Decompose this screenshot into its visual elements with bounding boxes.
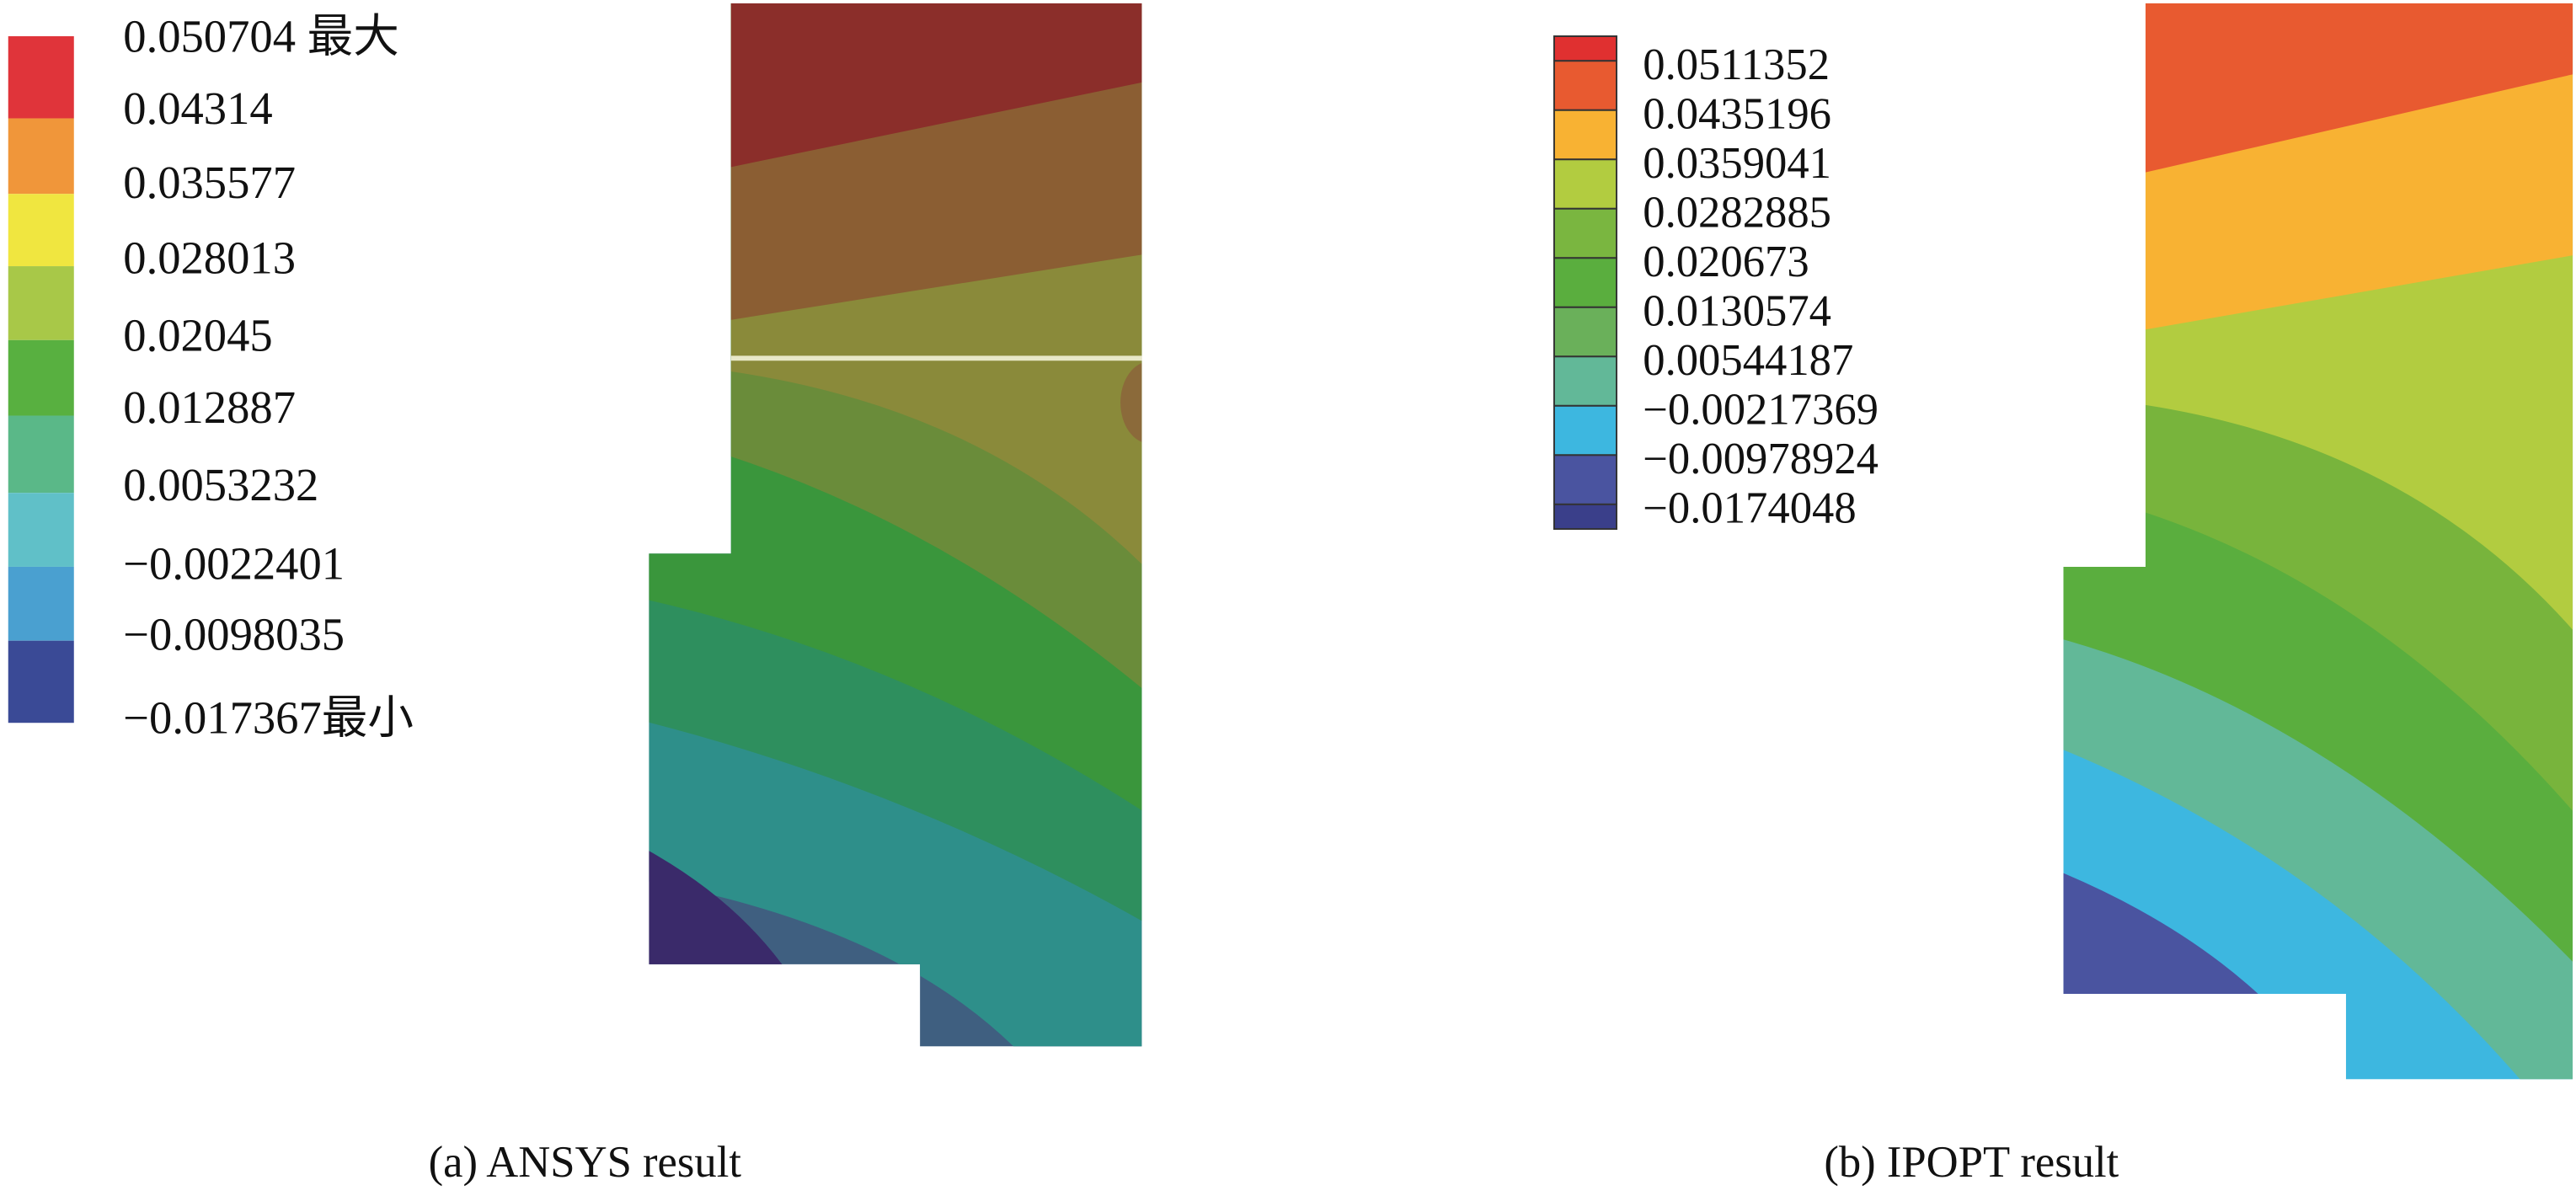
legend-swatch [1553,60,1618,111]
legend-swatch [1553,404,1618,457]
contour-plot-a [649,3,1142,1047]
legend-swatch [1553,257,1618,308]
legend-label: −0.0022401 [123,537,345,589]
legend-swatch [1553,35,1618,62]
legend-swatch [1553,306,1618,358]
contour-band [2063,3,2573,198]
legend-label: −0.017367最小 [123,692,414,744]
legend-label: −0.0098035 [123,608,345,659]
legend-label: 0.0435196 [1643,90,1831,139]
legend-swatch [8,118,74,195]
legend-swatch [1553,355,1618,407]
legend-label: 0.0282885 [1643,189,1831,238]
legend-swatch [1553,158,1618,210]
legend-label: 0.035577 [123,157,296,208]
legend-label: 0.04314 [123,83,272,134]
legend-label: 0.0053232 [123,459,318,510]
legend-swatch [1553,454,1618,505]
legend-label: −0.00978924 [1643,435,1879,483]
caption: (b) IPOPT result [1824,1138,2119,1187]
legend-swatch [8,493,74,567]
contour-band [1120,361,1142,444]
legend-label: 0.050704 最大 [123,10,399,61]
legend-label: 0.020673 [1643,238,1809,286]
caption: (a) ANSYS result [429,1138,742,1187]
legend-label: −0.0174048 [1643,484,1856,533]
legend-swatch [8,566,74,641]
legend-swatch [1553,109,1618,161]
legend-swatch [8,36,74,119]
legend-swatch [8,266,74,340]
legend-label: 0.02045 [123,309,272,360]
contour-band [649,837,797,986]
legend-swatch [8,415,74,494]
legend-swatch [1553,503,1618,531]
legend-label: 0.0511352 [1643,40,1830,89]
legend-swatch [8,194,74,267]
legend-label: 0.028013 [123,232,296,284]
legend-label: 0.00544187 [1643,336,1853,385]
legend-label: 0.012887 [123,382,296,433]
legend-swatch [1553,207,1618,259]
legend-swatch [8,339,74,416]
contour-band [649,3,1142,190]
legend-label: −0.00217369 [1643,386,1879,435]
contour-plot-b [2063,3,2573,1080]
contour-band [2063,862,2276,1011]
legend-swatch [8,640,74,723]
legend-label: 0.0130574 [1643,287,1831,336]
legend-label: 0.0359041 [1643,139,1831,188]
